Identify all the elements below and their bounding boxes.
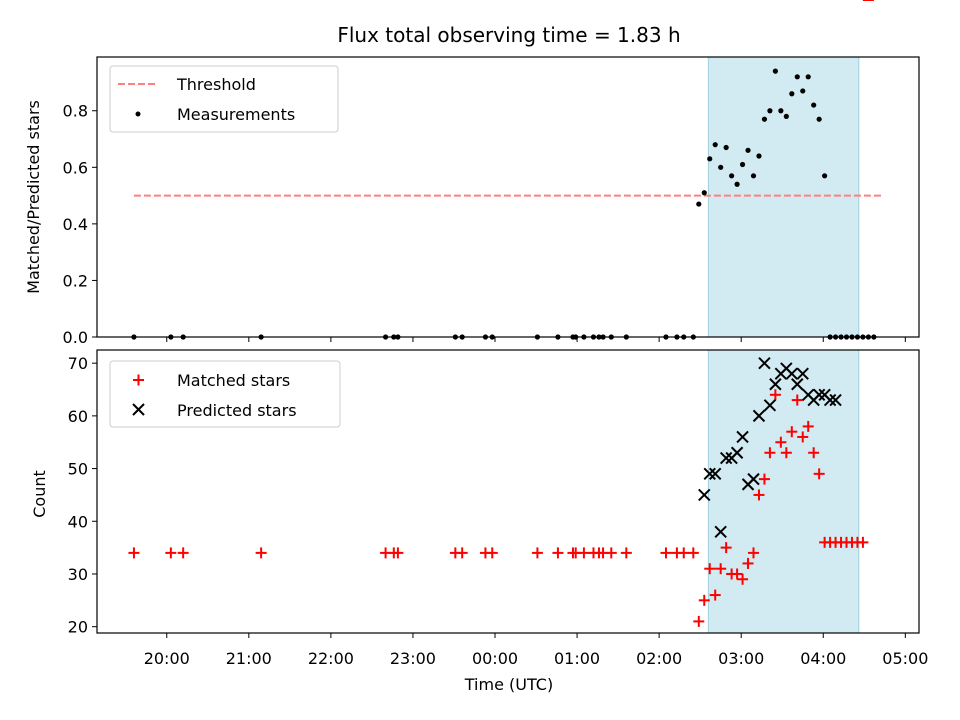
measurement-point — [767, 108, 772, 113]
measurement-point — [696, 201, 701, 206]
measurement-point — [713, 142, 718, 147]
legend-matched-label: Matched stars — [177, 371, 290, 390]
y-tick-label: 0.8 — [63, 102, 88, 121]
y-tick-label: 0.2 — [63, 271, 88, 290]
measurement-point — [729, 173, 734, 178]
measurement-point — [718, 165, 723, 170]
measurement-point — [707, 156, 712, 161]
y-tick-label: 40 — [68, 512, 88, 531]
top-shaded-span — [708, 57, 858, 337]
bottom-shaded-span — [708, 350, 858, 633]
measurement-point — [762, 117, 767, 122]
measurement-point — [745, 148, 750, 153]
x-axis-label: Time (UTC) — [464, 675, 553, 694]
x-tick-label: 01:00 — [554, 649, 600, 668]
x-tick-label: 20:00 — [144, 649, 190, 668]
measurement-point — [784, 114, 789, 119]
measurement-point — [724, 145, 729, 150]
legend-predicted-label: Predicted stars — [177, 401, 297, 420]
shaded-span — [708, 350, 858, 633]
y-tick-label: 20 — [68, 618, 88, 637]
measurement-point — [751, 173, 756, 178]
chart-title: Flux total observing time = 1.83 h — [337, 23, 680, 47]
legend-threshold-label: Threshold — [176, 75, 256, 94]
x-tick-label: 04:00 — [800, 649, 846, 668]
x-tick-label: 05:00 — [882, 649, 928, 668]
x-tick-label: 21:00 — [226, 649, 272, 668]
measurement-point — [789, 91, 794, 96]
x-tick-label: 03:00 — [718, 649, 764, 668]
measurement-point — [822, 173, 827, 178]
chart: Flux total observing time = 1.83 h 0.0 0.… — [0, 0, 960, 720]
top-legend: Threshold Measurements — [110, 66, 338, 132]
measurement-point — [756, 153, 761, 158]
measurement-point — [702, 190, 707, 195]
measurement-point — [817, 117, 822, 122]
top-y-axis-label: Matched/Predicted stars — [24, 100, 43, 294]
measurement-point — [778, 108, 783, 113]
y-tick-label: 0.0 — [63, 328, 88, 347]
measurement-point — [734, 182, 739, 187]
shaded-span — [708, 57, 858, 337]
x-tick-label: 02:00 — [636, 649, 682, 668]
legend-measurements-swatch — [136, 112, 141, 117]
measurement-point — [806, 74, 811, 79]
y-tick-label: 30 — [68, 565, 88, 584]
y-tick-label: 50 — [68, 460, 88, 479]
legend-measurements-label: Measurements — [177, 105, 295, 124]
x-tick-label: 22:00 — [308, 649, 354, 668]
y-tick-label: 70 — [68, 354, 88, 373]
y-tick-label: 0.4 — [63, 215, 88, 234]
x-tick-label: 00:00 — [472, 649, 518, 668]
measurement-point — [773, 69, 778, 74]
x-tick-label: 23:00 — [390, 649, 436, 668]
bottom-y-axis-label: Count — [30, 470, 49, 518]
measurement-point — [740, 162, 745, 167]
bottom-legend: Matched stars Predicted stars — [110, 361, 340, 427]
y-tick-label: 0.6 — [63, 158, 88, 177]
measurement-point — [795, 74, 800, 79]
measurement-point — [800, 88, 805, 93]
y-tick-label: 60 — [68, 407, 88, 426]
measurement-point — [811, 102, 816, 107]
